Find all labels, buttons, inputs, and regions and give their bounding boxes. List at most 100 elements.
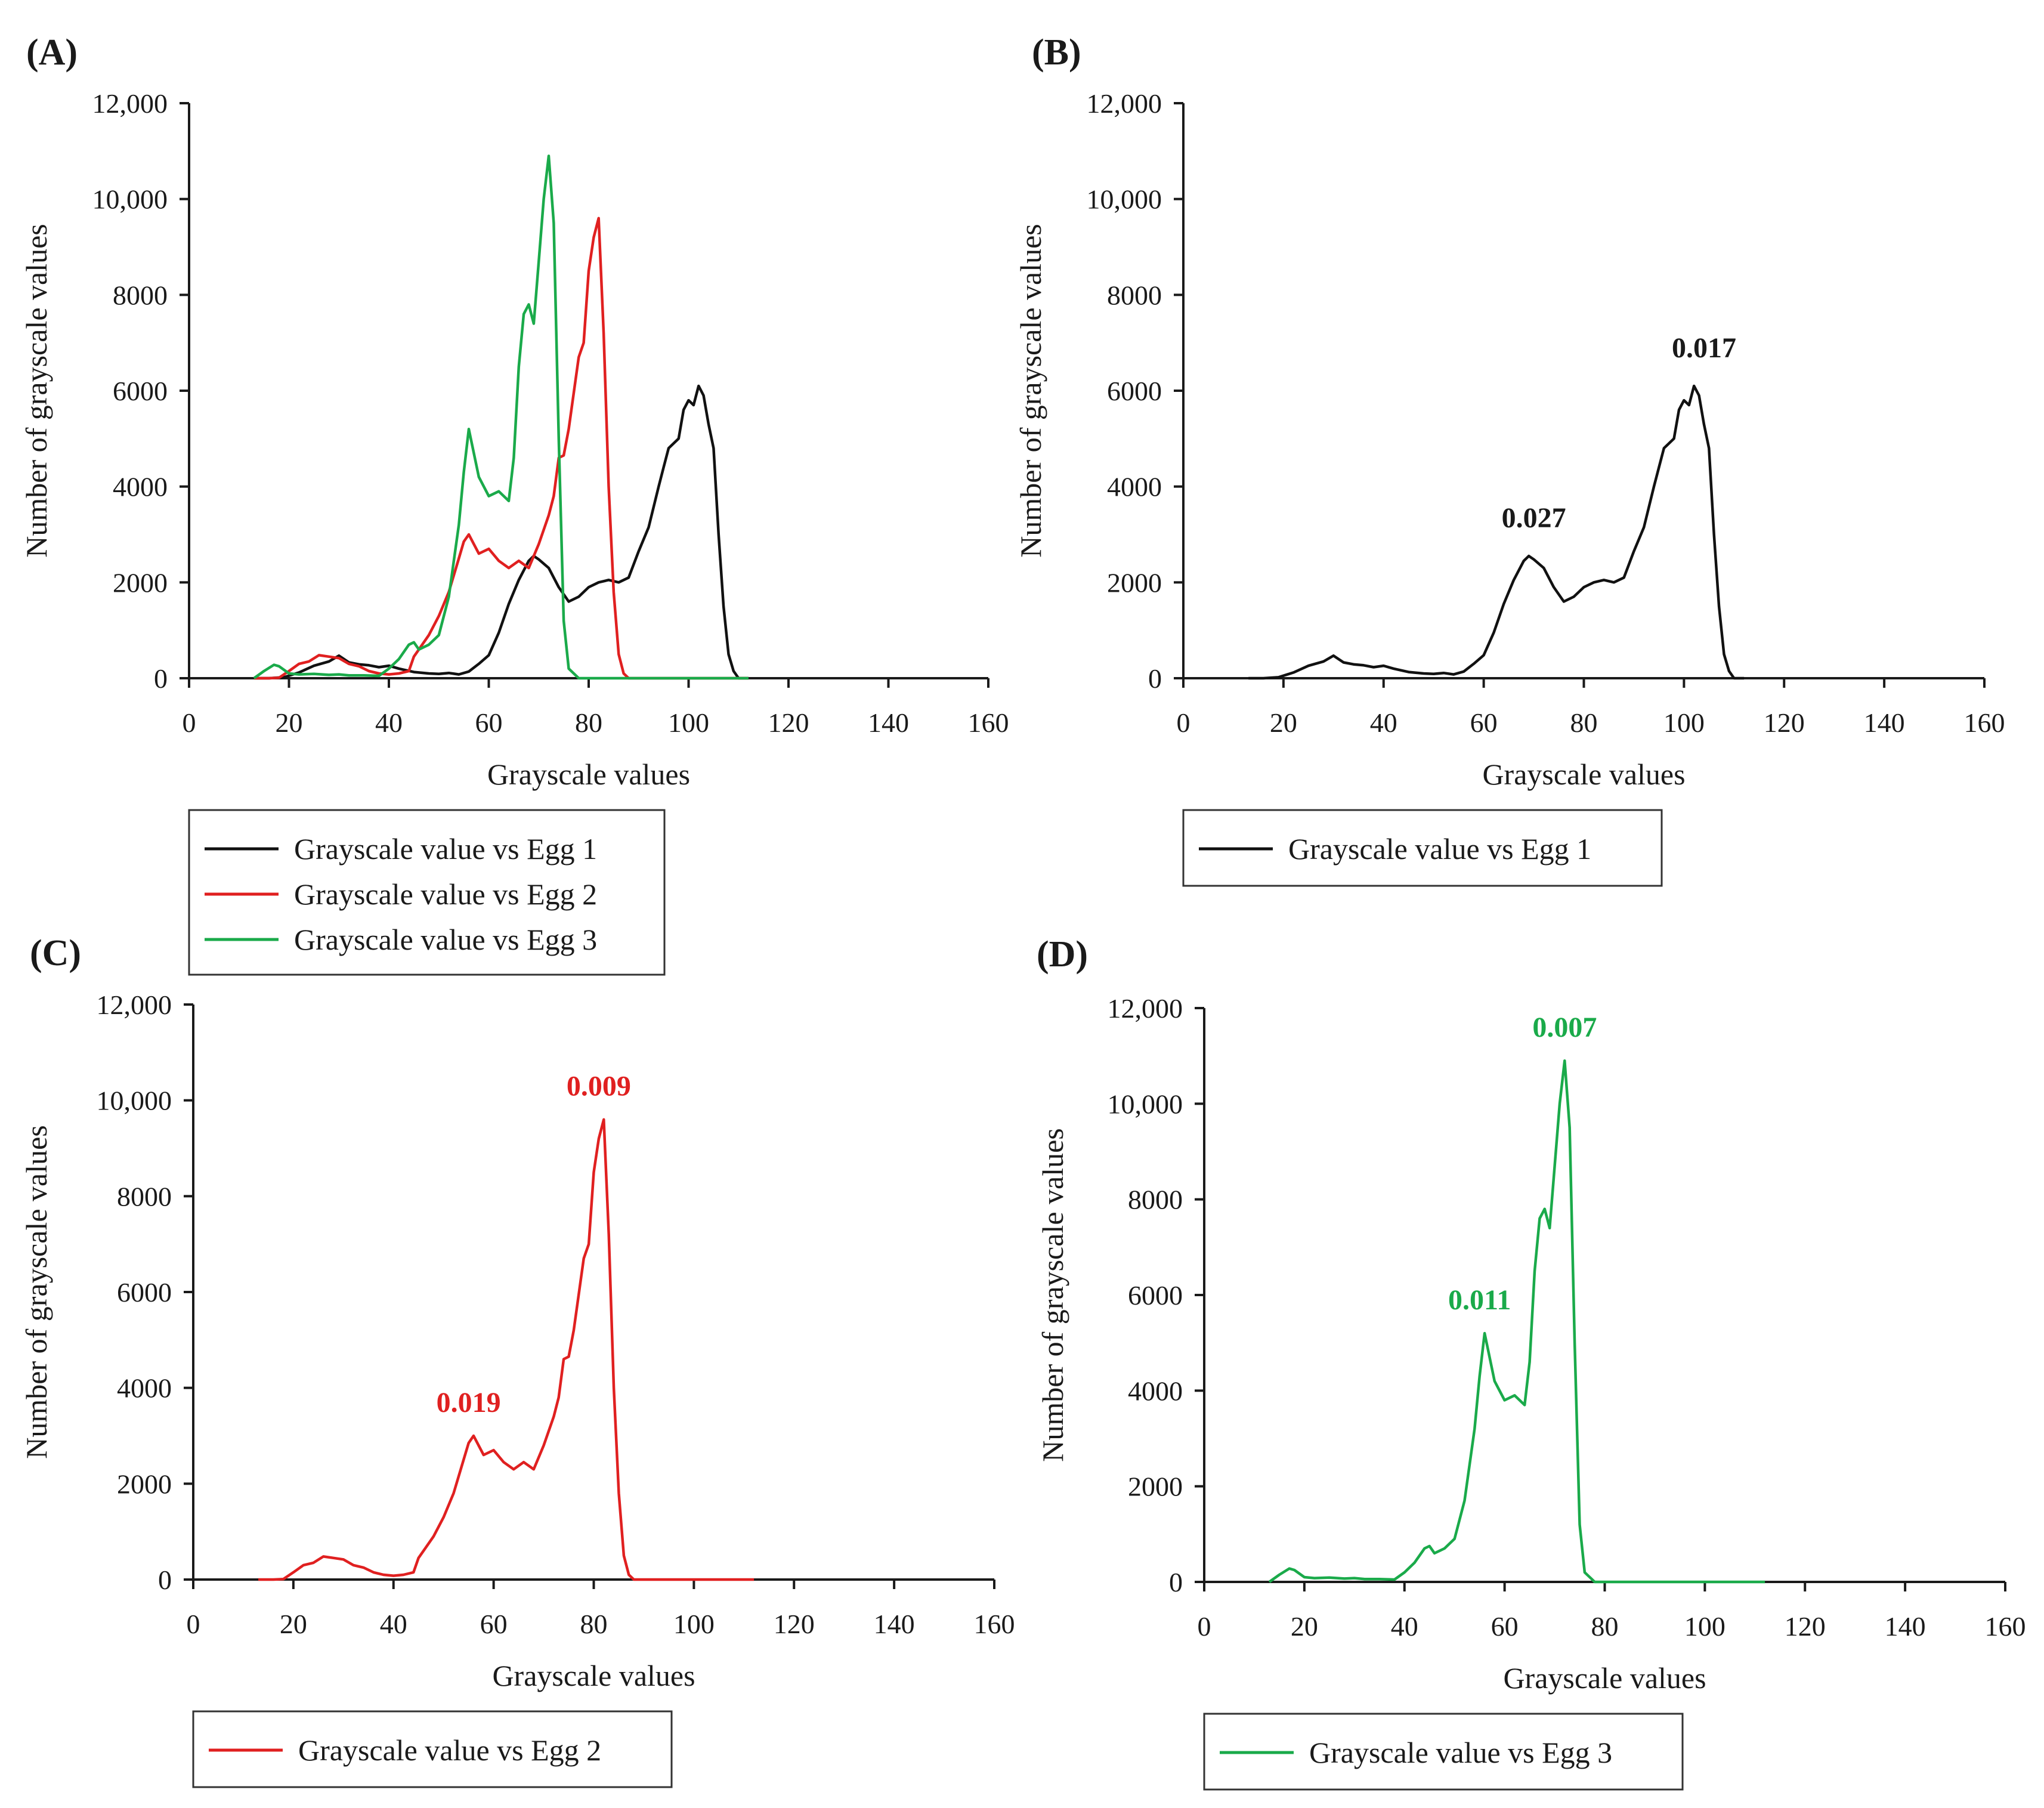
x-tick-label: 0 (1198, 1611, 1211, 1642)
y-tick-label: 6000 (1128, 1280, 1183, 1311)
x-tick-label: 160 (974, 1609, 1015, 1639)
legend-label-egg3: Grayscale value vs Egg 3 (294, 923, 597, 956)
legend: Grayscale value vs Egg 3 (1203, 1713, 1684, 1791)
legend-label-egg2: Grayscale value vs Egg 2 (298, 1733, 601, 1767)
x-tick-label: 160 (1985, 1611, 2026, 1642)
y-tick-label: 0 (1148, 663, 1162, 694)
chart-panel-c: (C) 0 20 40 60 80 100 120 140 160 0 2000 4000 6000 800… (20, 933, 1015, 1788)
x-tick-label: 120 (1785, 1611, 1826, 1642)
y-tick-label: 10,000 (1087, 184, 1162, 215)
x-tick-label: 40 (380, 1609, 407, 1639)
x-tick-label: 0 (187, 1609, 200, 1639)
y-tick-label: 12,000 (1108, 993, 1183, 1024)
x-tick-label: 120 (768, 707, 809, 738)
x-axis-title: Grayscale values (1503, 1661, 1706, 1695)
panel-label: (A) (26, 32, 78, 73)
x-tick-label: 80 (575, 707, 602, 738)
x-tick-label: 0 (1177, 707, 1190, 738)
x-tick-label: 120 (774, 1609, 815, 1639)
chart-panel-d: (D) 0 20 40 60 80 100 120 140 160 0 2000 4000 6000 800… (1036, 934, 2026, 1791)
x-tick-label: 20 (1270, 707, 1297, 738)
x-axis-title: Grayscale values (487, 758, 690, 791)
y-tick-label: 4000 (113, 472, 168, 502)
x-tick-label: 140 (874, 1609, 915, 1639)
x-tick-label: 160 (968, 707, 1009, 738)
series-line-egg2 (253, 217, 749, 680)
y-tick-label: 8000 (1128, 1185, 1183, 1215)
y-tick-label: 2000 (113, 567, 168, 598)
legend-label-egg3: Grayscale value vs Egg 3 (1309, 1736, 1612, 1769)
x-tick-label: 40 (375, 707, 403, 738)
series-line-egg3 (253, 154, 749, 680)
chart-panel-b: (B) 0 20 40 60 80 100 120 140 160 0 2000 4000 6000 800… (1014, 32, 2005, 887)
x-tick-label: 80 (580, 1609, 608, 1639)
y-tick-label: 4000 (117, 1373, 172, 1404)
y-tick-label: 4000 (1128, 1376, 1183, 1406)
x-tick-label: 60 (480, 1609, 508, 1639)
y-tick-label: 2000 (1128, 1472, 1183, 1502)
x-tick-label: 160 (1964, 707, 2005, 738)
y-axis-title: Number of grayscale values (1014, 224, 1047, 558)
y-tick-label: 6000 (1107, 376, 1162, 406)
x-tick-label: 100 (673, 1609, 715, 1639)
x-tick-label: 140 (868, 707, 909, 738)
legend-label-egg1: Grayscale value vs Egg 1 (1288, 832, 1591, 866)
y-tick-label: 8000 (117, 1181, 172, 1211)
legend: Grayscale value vs Egg 1 Grayscale value … (188, 809, 666, 976)
y-tick-label: 8000 (1107, 280, 1162, 310)
legend-label-egg1: Grayscale value vs Egg 1 (294, 832, 597, 866)
series-line-egg1 (1248, 384, 1745, 680)
peak-annotation: 0.019 (437, 1387, 501, 1418)
y-tick-label: 2000 (117, 1469, 172, 1499)
x-tick-label: 20 (276, 707, 303, 738)
y-axis-title: Number of grayscale values (20, 224, 53, 558)
y-tick-label: 10,000 (92, 184, 168, 215)
x-tick-label: 80 (1591, 1611, 1619, 1642)
panel-label: (D) (1037, 934, 1088, 975)
x-tick-label: 0 (183, 707, 196, 738)
legend-box (188, 809, 666, 976)
y-tick-label: 0 (158, 1565, 172, 1595)
y-tick-label: 10,000 (1108, 1089, 1183, 1119)
x-tick-label: 100 (1684, 1611, 1726, 1642)
legend: Grayscale value vs Egg 1 (1182, 809, 1663, 887)
x-axis-title: Grayscale values (492, 1659, 695, 1692)
series-line-egg3 (1268, 1059, 1765, 1584)
chart-panel-a: (A) 0 20 40 60 80 100 120 140 160 0 2000 4000 6000 800… (20, 32, 1009, 976)
y-tick-label: 4000 (1107, 472, 1162, 502)
peak-annotation: 0.007 (1532, 1012, 1597, 1043)
x-tick-label: 80 (1570, 707, 1598, 738)
y-tick-label: 10,000 (97, 1086, 172, 1116)
peak-annotation: 0.027 (1502, 502, 1566, 534)
x-tick-label: 60 (1470, 707, 1498, 738)
series-line-egg2 (258, 1118, 754, 1581)
x-tick-label: 100 (1663, 707, 1705, 738)
y-tick-label: 6000 (117, 1277, 172, 1308)
y-tick-label: 12,000 (1087, 88, 1162, 119)
x-tick-label: 100 (668, 707, 709, 738)
x-tick-label: 60 (1491, 1611, 1519, 1642)
y-axis-title: Number of grayscale values (20, 1125, 53, 1459)
y-tick-label: 0 (1169, 1567, 1183, 1597)
y-tick-label: 12,000 (97, 990, 172, 1020)
peak-annotation: 0.009 (567, 1071, 631, 1102)
y-tick-label: 6000 (113, 376, 168, 406)
y-tick-label: 8000 (113, 280, 168, 310)
legend-label-egg2: Grayscale value vs Egg 2 (294, 877, 597, 911)
x-tick-label: 40 (1391, 1611, 1418, 1642)
x-axis-title: Grayscale values (1482, 758, 1685, 791)
x-tick-label: 60 (475, 707, 503, 738)
peak-annotation: 0.017 (1672, 332, 1736, 364)
y-tick-label: 2000 (1107, 567, 1162, 598)
x-tick-label: 140 (1885, 1611, 1926, 1642)
x-tick-label: 140 (1864, 707, 1905, 738)
peak-annotation: 0.011 (1448, 1284, 1511, 1316)
y-tick-label: 12,000 (92, 88, 168, 119)
y-axis-title: Number of grayscale values (1036, 1128, 1069, 1462)
x-tick-label: 20 (280, 1609, 307, 1639)
x-tick-label: 20 (1291, 1611, 1318, 1642)
series-line-egg1 (253, 384, 749, 680)
x-tick-label: 120 (1764, 707, 1805, 738)
x-tick-label: 40 (1370, 707, 1397, 738)
